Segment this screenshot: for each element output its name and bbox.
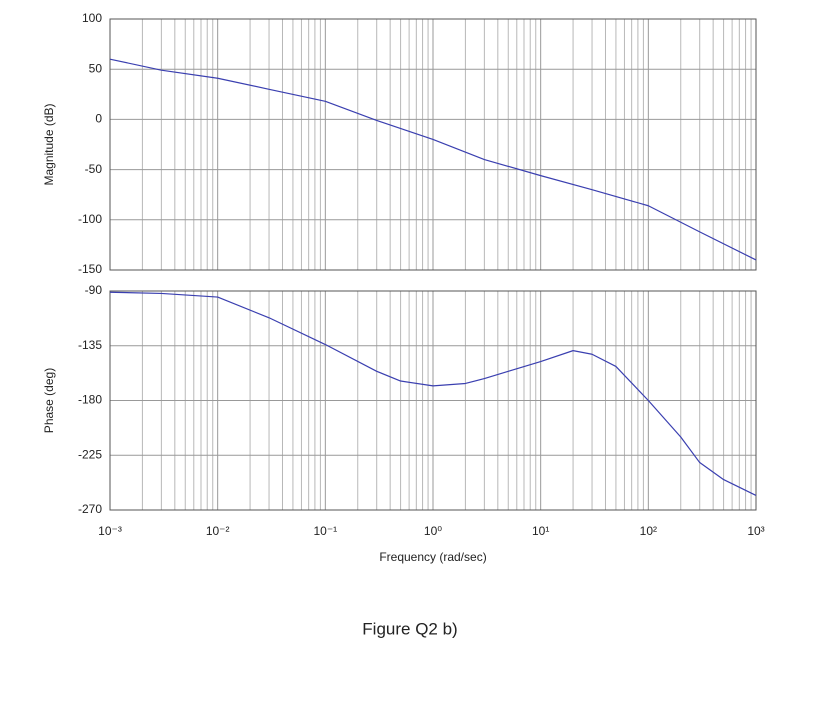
x-axis-label: Frequency (rad/sec) (379, 550, 486, 564)
caption: Figure Q2 b) (362, 619, 457, 638)
y-tick-label: -50 (85, 162, 103, 176)
y-tick-label: -150 (78, 262, 102, 276)
y-tick-label: -90 (85, 283, 103, 297)
plot-frame (109, 290, 757, 511)
x-tick-label: 10⁻¹ (313, 524, 337, 538)
x-tick-label: 10⁻² (206, 524, 230, 538)
plot-frame (109, 18, 757, 271)
x-tick-label: 10³ (747, 524, 764, 538)
y-tick-label: 0 (95, 112, 102, 126)
y-axis-label: Magnitude (dB) (42, 103, 56, 185)
y-axis-label: Phase (deg) (42, 368, 56, 433)
y-tick-label: -100 (78, 212, 102, 226)
y-tick-label: 50 (89, 61, 103, 75)
x-tick-label: 10⁰ (424, 524, 442, 538)
line (109, 291, 757, 496)
y-tick-label: -180 (78, 393, 102, 407)
y-tick-label: -225 (78, 447, 102, 461)
line (109, 58, 757, 261)
x-tick-label: 10¹ (532, 524, 549, 538)
y-tick-label: 100 (82, 11, 102, 25)
x-tick-label: 10⁻³ (98, 524, 122, 538)
x-tick-label: 10² (640, 524, 657, 538)
y-tick-label: -135 (78, 338, 102, 352)
y-tick-label: -270 (78, 502, 102, 516)
